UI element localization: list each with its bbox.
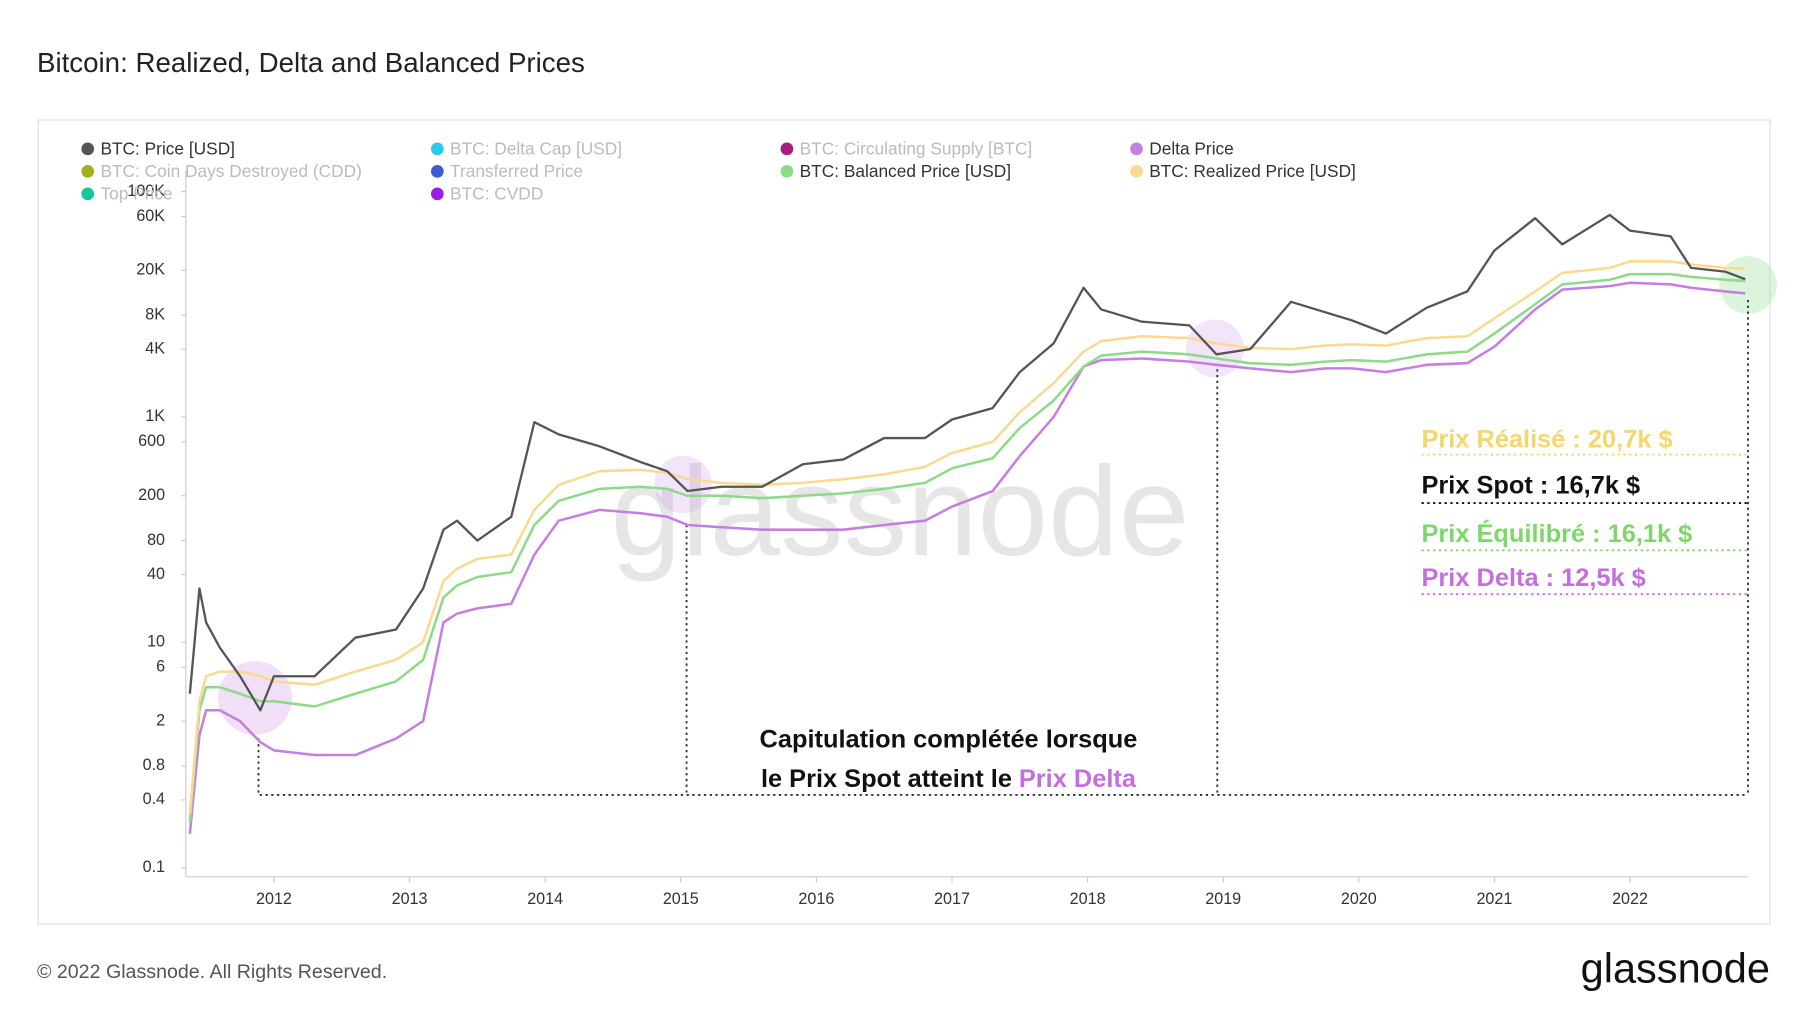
legend-label: BTC: Coin Days Destroyed (CDD) xyxy=(100,161,361,181)
legend-swatch xyxy=(81,142,95,156)
y-tick-label: 200 xyxy=(138,486,165,504)
legend-label: Top Price xyxy=(100,184,172,204)
legend-swatch xyxy=(780,142,794,156)
capitulation-text: le Prix Spot atteint le xyxy=(761,765,1012,793)
y-tick-label: 0.4 xyxy=(143,790,165,808)
x-tick-label: 2022 xyxy=(1612,890,1648,908)
y-tick-label: 8K xyxy=(145,305,165,323)
capitulation-highlight: Prix Delta xyxy=(1019,765,1137,793)
capitulation-text: Capitulation complétée lorsque xyxy=(760,725,1138,753)
legend-label: BTC: Delta Cap [USD] xyxy=(450,139,622,159)
series-line xyxy=(188,213,1746,712)
x-tick-label: 2014 xyxy=(527,890,563,908)
x-tick-label: 2019 xyxy=(1205,890,1241,908)
legend-swatch xyxy=(430,164,444,178)
highlight-circle xyxy=(654,455,712,514)
x-tick-label: 2013 xyxy=(392,890,428,908)
y-tick-label: 80 xyxy=(147,531,165,549)
y-tick-label: 40 xyxy=(147,565,165,583)
footer: © 2022 Glassnode. All Rights Reserved. xyxy=(37,961,387,983)
series-line xyxy=(188,260,1746,815)
x-tick-label: 2021 xyxy=(1476,890,1512,908)
highlight-circle xyxy=(1719,256,1777,314)
y-tick-label: 0.1 xyxy=(143,858,165,876)
y-tick-label: 4K xyxy=(145,339,165,357)
legend-swatch xyxy=(780,164,794,178)
x-tick-label: 2012 xyxy=(256,890,292,908)
annotation: Prix Delta : 12,5k $ xyxy=(1421,564,1645,592)
legend-label: Transferred Price xyxy=(450,161,583,181)
annotation: Prix Réalisé : 20,7k $ xyxy=(1421,425,1672,453)
y-tick-label: 0.8 xyxy=(143,756,165,774)
watermark: glassnode xyxy=(611,440,1190,582)
legend-swatch xyxy=(81,164,95,178)
highlight-circle xyxy=(1186,319,1244,378)
legend-label: BTC: Circulating Supply [BTC] xyxy=(800,139,1033,159)
legend: BTC: Price [USD] BTC: Delta Cap [USD] BTC:… xyxy=(81,139,1356,204)
x-tick-label: 2017 xyxy=(934,890,970,908)
y-tick-label: 600 xyxy=(138,432,165,450)
legend-swatch xyxy=(430,187,444,201)
legend-swatch xyxy=(81,187,95,201)
x-tick-label: 2018 xyxy=(1070,890,1106,908)
legend-label: BTC: Balanced Price [USD] xyxy=(800,161,1011,181)
x-tick-label: 2020 xyxy=(1341,890,1377,908)
y-tick-label: 1K xyxy=(145,407,165,425)
x-tick-label: 2015 xyxy=(663,890,699,908)
dotted-guides xyxy=(257,299,1749,796)
plot-area xyxy=(181,170,1749,883)
x-tick-label: 2016 xyxy=(798,890,834,908)
series-line xyxy=(188,281,1746,834)
y-tick-label: 6 xyxy=(156,658,165,676)
annotation: Prix Équilibré : 16,1k $ xyxy=(1421,519,1692,548)
logo: glassnode xyxy=(1581,944,1770,991)
y-tick-label: 60K xyxy=(136,207,165,225)
y-tick-label: 20K xyxy=(136,261,165,279)
legend-swatch xyxy=(1130,142,1143,156)
legend-label: BTC: CVDD xyxy=(450,184,543,204)
chart-title: Bitcoin: Realized, Delta and Balanced Pr… xyxy=(37,47,585,78)
legend-label: BTC: Price [USD] xyxy=(100,139,235,159)
annotation: Prix Spot : 16,7k $ xyxy=(1421,472,1640,500)
y-tick-label: 100K xyxy=(127,182,165,200)
capitulation-guide xyxy=(257,299,1749,796)
legend-label: Delta Price xyxy=(1149,139,1234,159)
y-tick-label: 2 xyxy=(156,711,165,729)
legend-swatch xyxy=(1130,164,1143,178)
legend-label: BTC: Realized Price [USD] xyxy=(1149,161,1356,181)
capitulation-text: le Prix Spot atteint le Prix Delta xyxy=(761,765,1137,793)
y-tick-label: 10 xyxy=(147,633,165,651)
series-line xyxy=(188,272,1746,823)
chart-frame xyxy=(37,119,1771,925)
legend-swatch xyxy=(430,142,444,156)
